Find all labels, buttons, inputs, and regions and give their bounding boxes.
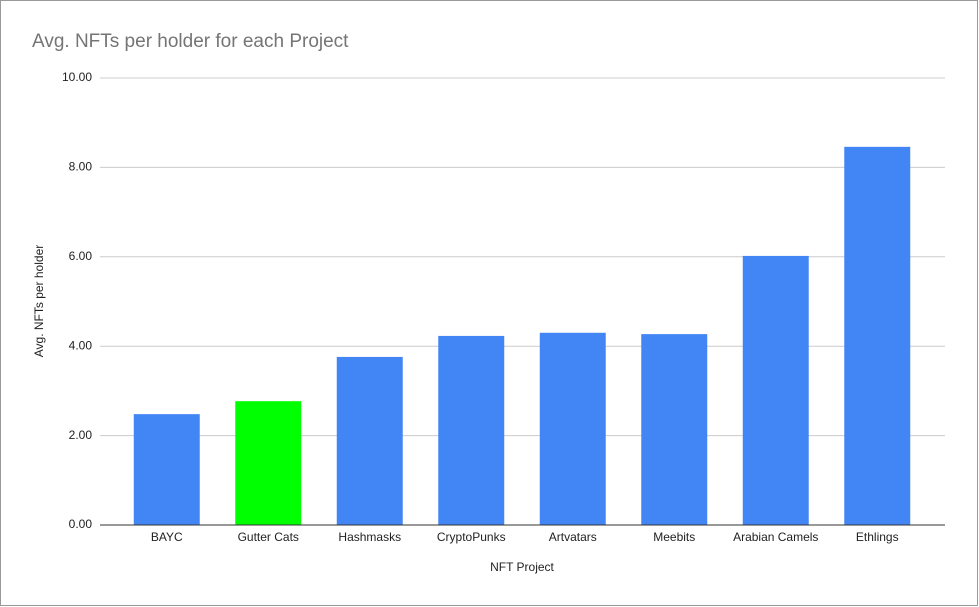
y-tick-label: 0.00 — [69, 517, 93, 531]
chart-title: Avg. NFTs per holder for each Project — [32, 31, 349, 52]
bar — [742, 255, 809, 525]
bar — [133, 414, 200, 525]
x-tick-label: Ethlings — [856, 530, 899, 544]
y-axis-title: Avg. NFTs per holder — [32, 245, 46, 358]
x-tick-label: Arabian Camels — [733, 530, 818, 544]
x-tick-label: Artvatars — [549, 530, 597, 544]
x-tick-label: Gutter Cats — [238, 530, 299, 544]
y-tick-label: 8.00 — [69, 160, 93, 174]
bar — [235, 401, 302, 525]
x-tick-label: BAYC — [151, 530, 183, 544]
bar — [336, 356, 403, 525]
bar — [641, 334, 708, 525]
bar — [438, 335, 505, 525]
y-tick-label: 6.00 — [69, 249, 93, 263]
y-tick-label: 10.00 — [62, 70, 92, 84]
bar — [539, 332, 606, 525]
x-tick-label: CryptoPunks — [437, 530, 506, 544]
y-tick-label: 2.00 — [69, 428, 93, 442]
x-tick-label: Meebits — [653, 530, 695, 544]
x-tick-label: Hashmasks — [338, 530, 401, 544]
y-tick-label: 4.00 — [69, 338, 93, 352]
x-axis-title: NFT Project — [490, 560, 554, 574]
bar — [844, 146, 911, 525]
